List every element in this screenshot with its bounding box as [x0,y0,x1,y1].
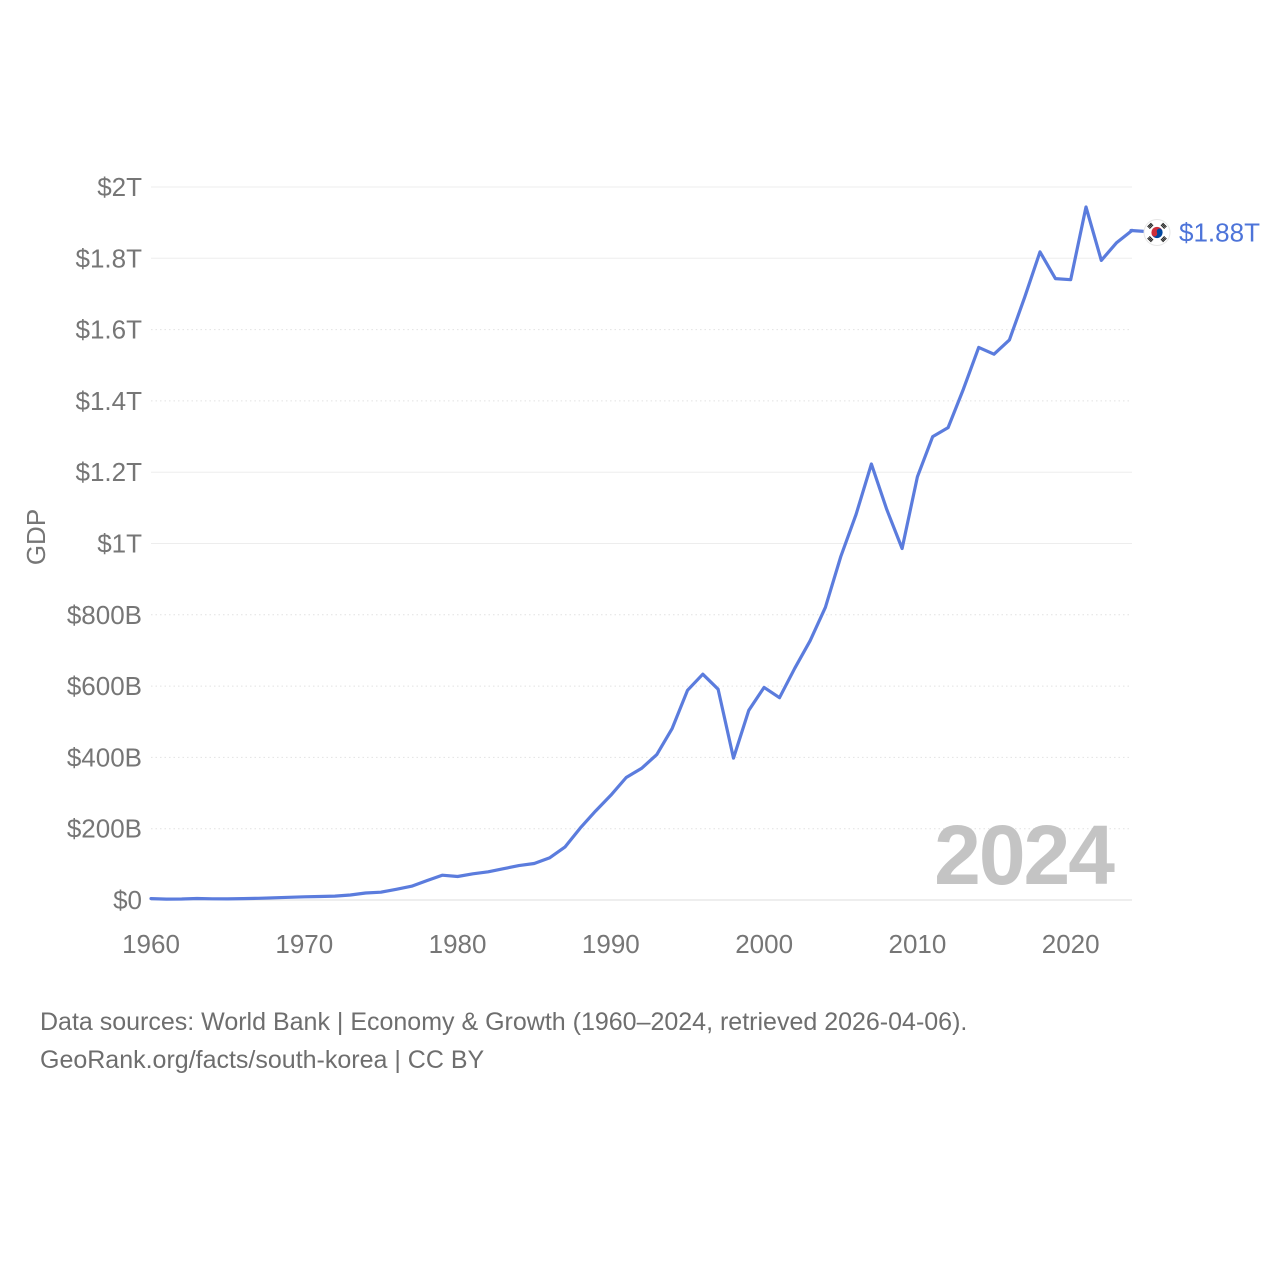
y-axis-title: GDP [21,509,51,565]
y-tick-label: $400B [67,742,142,772]
y-tick-label: $0 [113,885,142,915]
y-tick-label: $2T [97,172,142,202]
x-tick-label: 1960 [122,929,180,959]
y-tick-label: $800B [67,600,142,630]
y-tick-label: $1.2T [76,457,143,487]
x-tick-label: 2020 [1042,929,1100,959]
y-tick-label: $1T [97,529,142,559]
y-tick-label: $1.8T [76,243,143,273]
y-tick-label: $600B [67,671,142,701]
line-end-stub [1129,228,1148,234]
x-tick-label: 2010 [888,929,946,959]
year-watermark: 2024 [934,808,1115,902]
y-axis-tick-labels: $0 $200B $400B $600B $800B $1T $1.2T $1.4T $1.6T… [67,172,142,915]
x-tick-label: 1970 [275,929,333,959]
gdp-line-series [149,205,1134,901]
gridlines [151,186,1132,901]
x-tick-label: 1980 [429,929,487,959]
x-tick-label: 1990 [582,929,640,959]
south-korea-flag-icon [1143,218,1171,246]
y-tick-label: $1.4T [76,386,143,416]
x-tick-label: 2000 [735,929,793,959]
y-tick-label: $200B [67,814,142,844]
source-line-2: GeoRank.org/facts/south-korea | CC BY [40,1046,485,1074]
source-line-1: Data sources: World Bank | Economy & Gro… [40,1008,968,1036]
y-tick-label: $1.6T [76,315,143,345]
latest-value-label: $1.88T [1179,217,1260,247]
x-axis-tick-labels: 1960 1970 1980 1990 2000 2010 2020 [122,929,1100,959]
source-attribution: Data sources: World Bank | Economy & Gro… [40,1003,1240,1079]
gdp-line-chart: $0 $200B $400B $600B $800B $1T $1.2T $1.4T $1.6T… [21,172,1260,959]
